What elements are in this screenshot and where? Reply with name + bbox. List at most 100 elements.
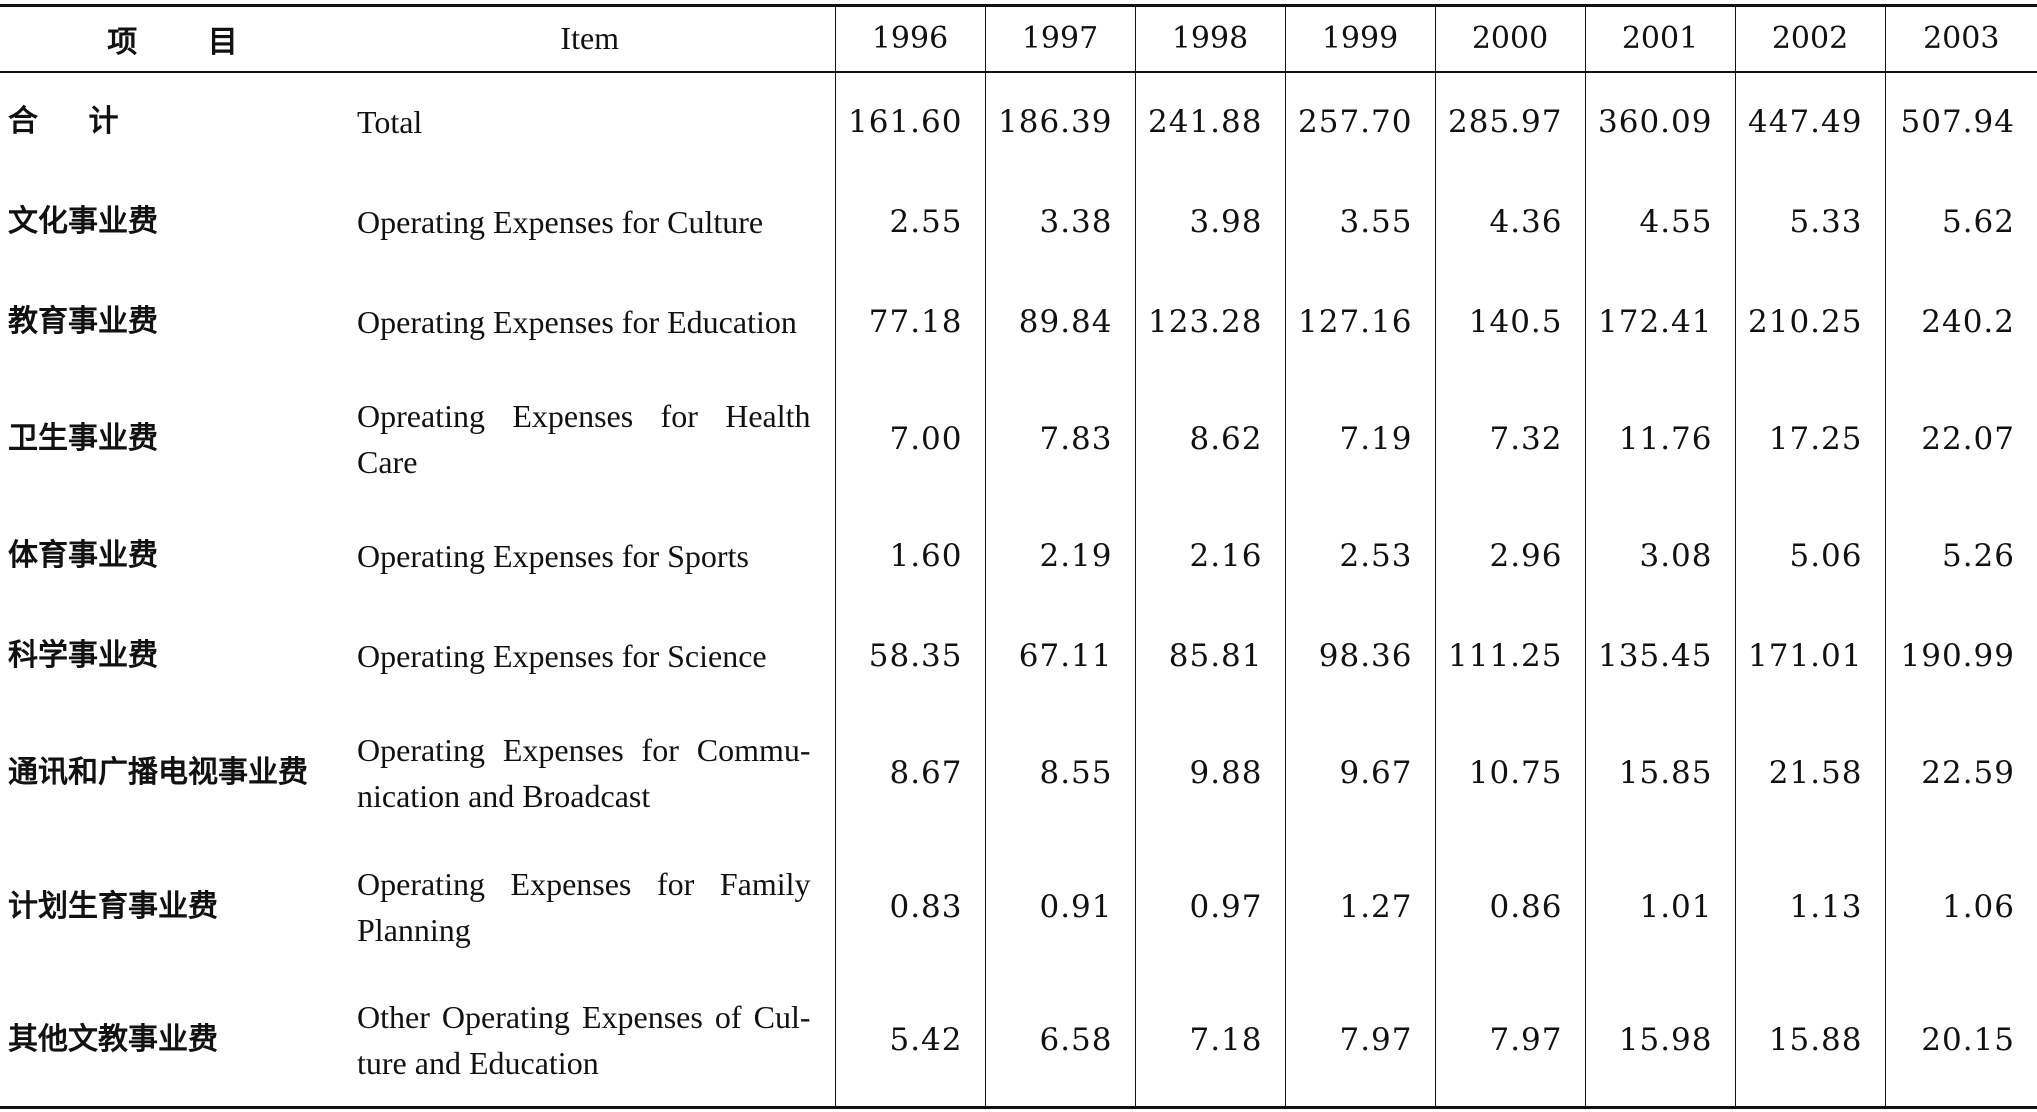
value-cell: 85.81 (1134, 605, 1285, 706)
row-label-en: Total (357, 104, 423, 140)
value-cell: 140.5 (1434, 271, 1585, 372)
table-row: 体育事业费 Operating Expenses for Sports 1.60… (0, 505, 2037, 606)
value-cell: 190.99 (1884, 605, 2037, 706)
table-row: 教育事业费 Operating Expenses for Education 7… (0, 271, 2037, 372)
value-cell: 3.98 (1134, 171, 1285, 272)
table-row: 科学事业费 Operating Expenses for Science 58.… (0, 605, 2037, 706)
row-label-en: Operating Expenses for Commu-nication an… (357, 731, 811, 814)
table-row: 文化事业费 Operating Expenses for Culture 2.5… (0, 171, 2037, 272)
value-cell: 2.53 (1284, 505, 1435, 606)
value-cell: 22.59 (1884, 705, 2037, 840)
value-cell: 9.67 (1284, 705, 1435, 840)
value-cell: 5.06 (1734, 505, 1885, 606)
row-label-en: Operating Expenses for Science (357, 637, 767, 674)
value-cell: 2.96 (1434, 505, 1585, 606)
value-cell: 2.16 (1134, 505, 1285, 606)
value-cell: 8.62 (1134, 371, 1285, 506)
row-label-en: Operating Expenses for Culture (357, 203, 764, 240)
value-cell: 15.85 (1584, 705, 1735, 840)
value-cell: 3.38 (984, 171, 1135, 272)
header-year: 1996 (834, 5, 985, 72)
value-cell: 171.01 (1734, 605, 1885, 706)
value-cell: 4.36 (1434, 171, 1585, 272)
value-cell: 3.55 (1284, 171, 1435, 272)
header-year: 1999 (1284, 5, 1435, 72)
value-cell: 111.25 (1434, 605, 1585, 706)
table-row: 通讯和广播电视事业费 Operating Expenses for Commu-… (0, 705, 2037, 840)
row-label-cn: 卫生事业费 (8, 420, 158, 456)
value-cell: 240.2 (1884, 271, 2037, 372)
value-cell: 210.25 (1734, 271, 1885, 372)
value-cell: 5.62 (1884, 171, 2037, 272)
value-cell: 161.60 (834, 71, 985, 172)
row-label-en: Opreating Expenses for Health Care (357, 397, 811, 480)
value-cell: 127.16 (1284, 271, 1435, 372)
row-label-cn: 文化事业费 (8, 203, 158, 239)
value-cell: 0.86 (1434, 839, 1585, 974)
header-year: 2002 (1734, 5, 1885, 72)
value-cell: 15.98 (1584, 973, 1735, 1108)
value-cell: 77.18 (834, 271, 985, 372)
table-row: 卫生事业费 Opreating Expenses for Health Care… (0, 371, 2037, 506)
value-cell: 3.08 (1584, 505, 1735, 606)
value-cell: 7.32 (1434, 371, 1585, 506)
value-cell: 17.25 (1734, 371, 1885, 506)
header-year: 2001 (1584, 5, 1735, 72)
value-cell: 98.36 (1284, 605, 1435, 706)
value-cell: 241.88 (1134, 71, 1285, 172)
value-cell: 285.97 (1434, 71, 1585, 172)
value-cell: 10.75 (1434, 705, 1585, 840)
expenses-table-container: 项 目 Item 1996 1997 1998 1999 2000 2001 2… (0, 4, 2037, 1109)
table-row: 计划生育事业费 Operating Expenses for Family Pl… (0, 839, 2037, 974)
header-item-cn: 项 目 (107, 24, 238, 60)
value-cell: 20.15 (1884, 973, 2037, 1108)
row-label-cn: 体育事业费 (8, 537, 158, 573)
row-label-cn: 科学事业费 (8, 637, 158, 673)
value-cell: 0.97 (1134, 839, 1285, 974)
header-year: 1998 (1134, 5, 1285, 72)
value-cell: 257.70 (1284, 71, 1435, 172)
value-cell: 186.39 (984, 71, 1135, 172)
header-year: 1997 (984, 5, 1135, 72)
row-label-en: Operating Expenses for Education (357, 303, 797, 340)
value-cell: 11.76 (1584, 371, 1735, 506)
row-label-cn: 通讯和广播电视事业费 (8, 754, 308, 790)
value-cell: 0.91 (984, 839, 1135, 974)
table-row-total: 合 计 Total 161.60 186.39 241.88 257.70 28… (0, 71, 2037, 172)
header-item-en: Item (560, 20, 620, 57)
row-label-cn: 合 计 (8, 104, 119, 139)
row-label-en: Operating Expenses for Family Planning (357, 865, 811, 948)
value-cell: 21.58 (1734, 705, 1885, 840)
header-year: 2000 (1434, 5, 1585, 72)
table-row: 其他文教事业费 Other Operating Expenses of Cul-… (0, 973, 2037, 1108)
row-label-cn: 计划生育事业费 (8, 888, 218, 924)
value-cell: 8.55 (984, 705, 1135, 840)
value-cell: 1.13 (1734, 839, 1885, 974)
value-cell: 1.01 (1584, 839, 1735, 974)
value-cell: 7.00 (834, 371, 985, 506)
value-cell: 447.49 (1734, 71, 1885, 172)
value-cell: 15.88 (1734, 973, 1885, 1108)
value-cell: 2.55 (834, 171, 985, 272)
value-cell: 22.07 (1884, 371, 2037, 506)
value-cell: 6.58 (984, 973, 1135, 1108)
row-label-en: Other Operating Expenses of Cul-ture and… (357, 998, 811, 1081)
value-cell: 89.84 (984, 271, 1135, 372)
value-cell: 5.33 (1734, 171, 1885, 272)
value-cell: 7.97 (1284, 973, 1435, 1108)
value-cell: 2.19 (984, 505, 1135, 606)
value-cell: 9.88 (1134, 705, 1285, 840)
value-cell: 7.18 (1134, 973, 1285, 1108)
value-cell: 7.83 (984, 371, 1135, 506)
value-cell: 123.28 (1134, 271, 1285, 372)
header-row: 项 目 Item 1996 1997 1998 1999 2000 2001 2… (0, 5, 2037, 72)
value-cell: 172.41 (1584, 271, 1735, 372)
value-cell: 58.35 (834, 605, 985, 706)
value-cell: 360.09 (1584, 71, 1735, 172)
value-cell: 8.67 (834, 705, 985, 840)
value-cell: 5.42 (834, 973, 985, 1108)
value-cell: 0.83 (834, 839, 985, 974)
value-cell: 7.97 (1434, 973, 1585, 1108)
expenses-table: 项 目 Item 1996 1997 1998 1999 2000 2001 2… (0, 4, 2037, 1109)
row-label-cn: 其他文教事业费 (8, 1021, 218, 1057)
